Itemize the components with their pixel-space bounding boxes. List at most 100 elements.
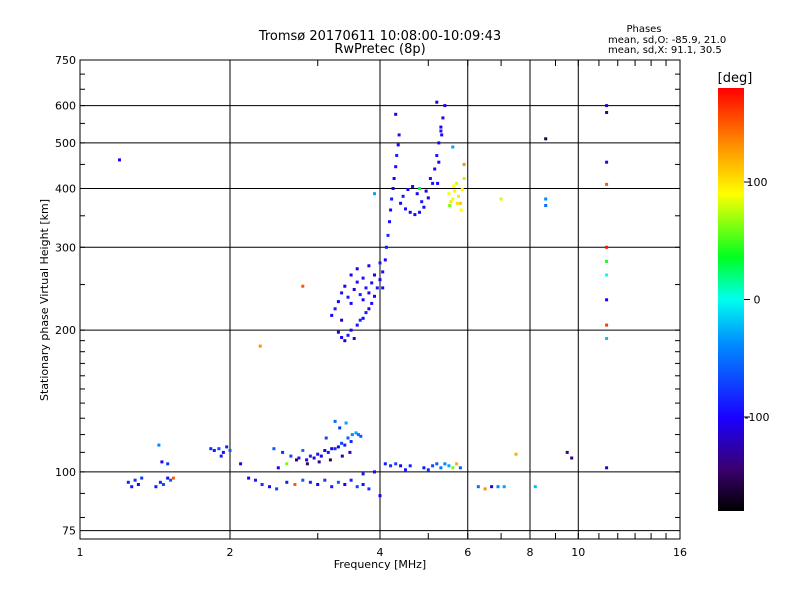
data-point xyxy=(439,466,443,470)
colorbar-tick-label: -100 xyxy=(745,411,770,424)
data-point xyxy=(316,452,320,456)
data-point xyxy=(319,454,323,458)
data-point xyxy=(605,337,609,340)
data-point xyxy=(462,177,466,180)
y-tick-label: 500 xyxy=(55,137,76,150)
data-point xyxy=(275,487,279,491)
data-point xyxy=(166,476,170,480)
data-point xyxy=(404,207,407,211)
data-point xyxy=(349,273,353,277)
data-point xyxy=(426,196,430,200)
data-point xyxy=(346,333,350,337)
data-point xyxy=(496,485,500,489)
data-point xyxy=(411,185,415,188)
data-point xyxy=(140,476,144,480)
data-point xyxy=(415,192,419,196)
data-point xyxy=(158,480,162,484)
data-point xyxy=(323,449,327,452)
data-point xyxy=(305,462,309,466)
data-point xyxy=(161,483,165,486)
data-point xyxy=(312,456,316,460)
data-point xyxy=(219,454,223,458)
data-point xyxy=(394,165,398,169)
data-point xyxy=(373,294,376,298)
data-point xyxy=(451,197,455,201)
data-point xyxy=(355,267,359,271)
data-point xyxy=(348,450,352,454)
data-point xyxy=(391,187,395,190)
data-point xyxy=(367,307,371,311)
data-point xyxy=(349,328,353,332)
data-point xyxy=(118,158,121,162)
data-point xyxy=(358,318,362,322)
x-tick-label: 4 xyxy=(377,546,384,559)
data-point xyxy=(408,464,412,468)
data-point xyxy=(384,245,388,249)
data-point xyxy=(340,441,344,445)
data-point xyxy=(394,112,398,116)
data-point xyxy=(340,318,344,322)
data-point xyxy=(343,339,347,343)
data-point xyxy=(381,270,385,274)
data-point xyxy=(418,210,421,214)
data-point xyxy=(396,143,400,147)
colorbar-label: [deg] xyxy=(718,71,753,86)
data-point xyxy=(356,433,360,437)
data-point xyxy=(395,154,399,157)
chart-title: Tromsø 20170611 10:08:00-10:09:43 xyxy=(258,29,501,44)
chart-subtitle: RwPretec (8p) xyxy=(334,42,425,57)
data-point xyxy=(605,323,609,327)
data-point xyxy=(443,104,447,108)
data-point xyxy=(418,187,421,190)
data-point xyxy=(375,286,379,290)
data-point xyxy=(260,483,264,486)
x-axis-label: Frequency [MHz] xyxy=(334,558,426,571)
data-point xyxy=(544,197,548,201)
data-point xyxy=(565,450,569,454)
data-point xyxy=(483,487,487,491)
data-point xyxy=(462,162,466,166)
data-point xyxy=(281,450,285,454)
y-tick-label: 400 xyxy=(55,182,76,195)
data-point xyxy=(171,476,175,480)
data-point xyxy=(336,330,340,334)
data-point xyxy=(533,485,537,489)
data-point xyxy=(217,447,221,451)
phase-stats: Phases mean, sd,O: -85.9, 21.0 mean, sd,… xyxy=(608,24,726,56)
data-point xyxy=(422,466,426,470)
data-point xyxy=(447,192,451,196)
data-point xyxy=(455,462,459,466)
x-tick-label: 6 xyxy=(464,546,471,559)
data-point xyxy=(136,483,140,486)
data-point xyxy=(431,181,435,185)
stats-line-o: mean, sd,O: -85.9, 21.0 xyxy=(608,35,726,46)
data-point xyxy=(389,464,393,468)
data-point xyxy=(247,476,251,480)
stats-heading: Phases xyxy=(626,24,661,35)
data-point xyxy=(276,466,280,470)
data-point xyxy=(448,204,452,207)
data-point xyxy=(413,213,417,217)
data-point xyxy=(330,447,334,451)
data-point xyxy=(460,188,464,191)
data-point xyxy=(317,460,321,464)
data-point xyxy=(166,462,170,466)
data-point xyxy=(605,111,609,114)
data-point xyxy=(399,464,403,468)
colorbar-tick-label: 0 xyxy=(754,294,761,307)
data-point xyxy=(440,133,444,137)
data-point xyxy=(453,189,457,193)
data-point xyxy=(390,197,394,201)
data-point xyxy=(378,261,382,265)
data-point xyxy=(169,478,173,482)
data-point xyxy=(435,462,439,466)
data-point xyxy=(336,445,340,449)
data-point xyxy=(293,483,297,486)
data-point xyxy=(352,337,356,340)
data-point xyxy=(544,137,548,141)
data-point xyxy=(439,129,443,133)
data-point xyxy=(367,487,371,491)
data-point xyxy=(459,208,463,212)
data-point xyxy=(458,201,462,205)
